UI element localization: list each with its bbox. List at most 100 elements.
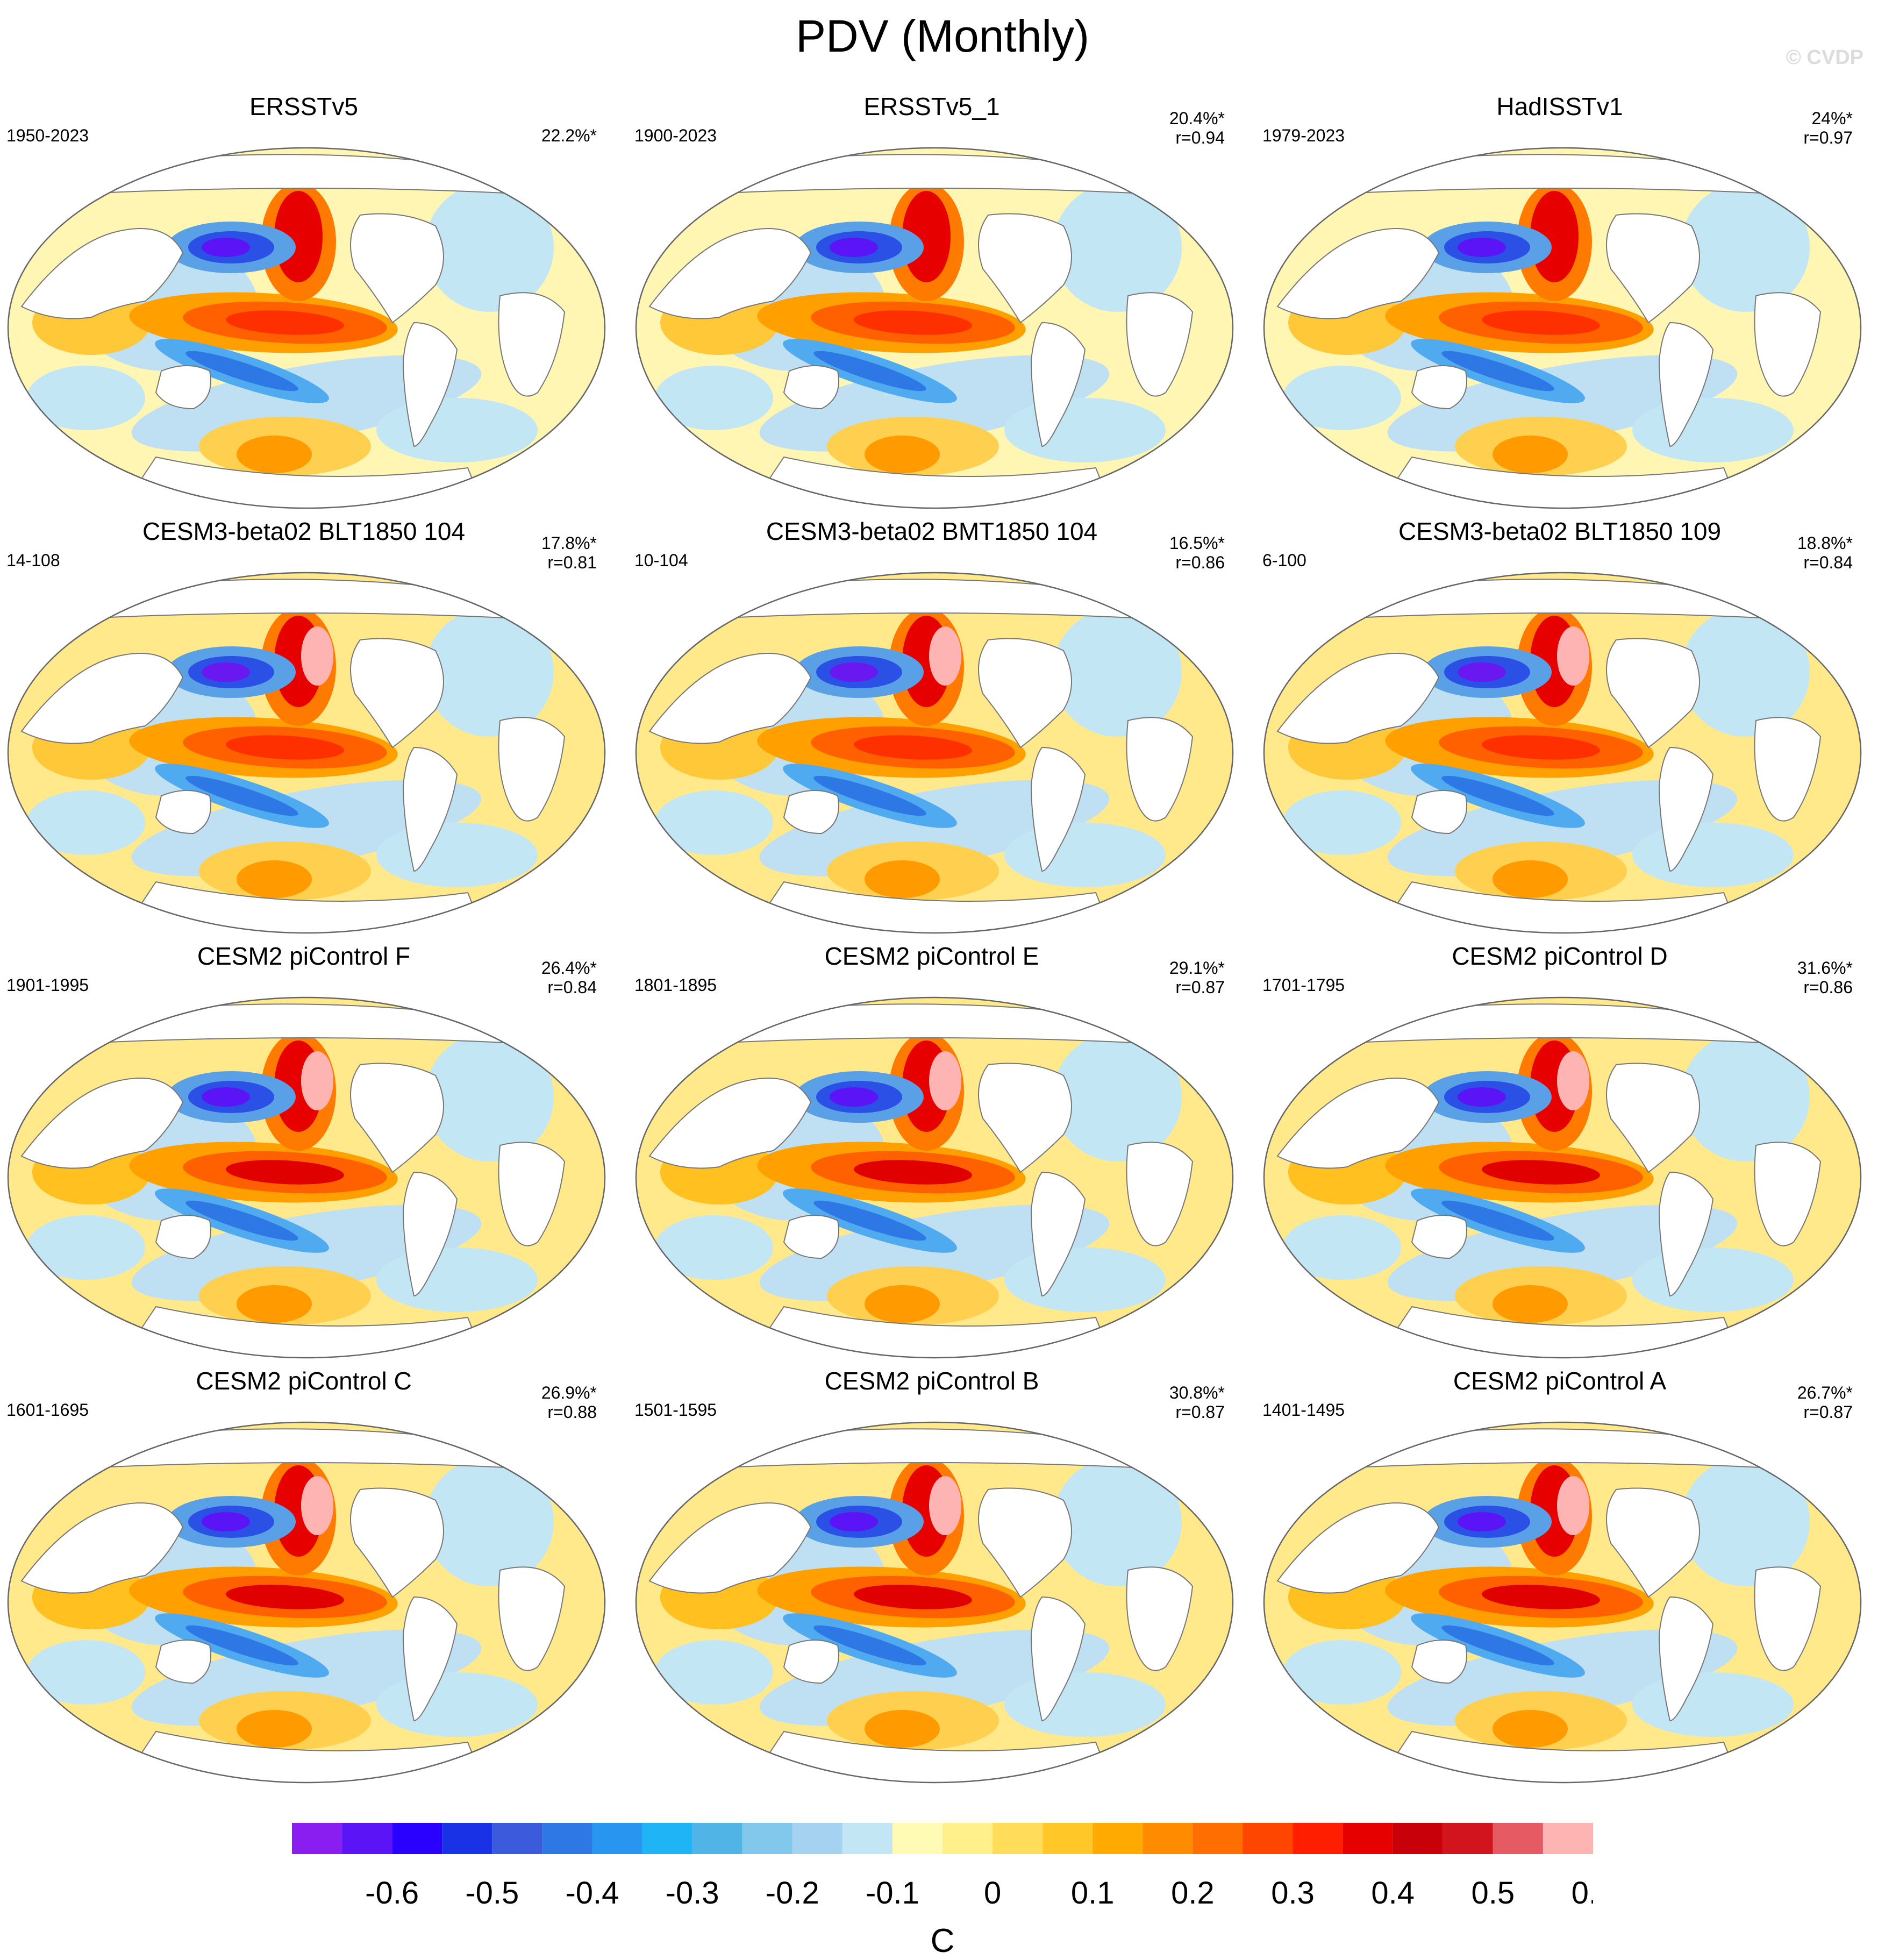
north-america-landmass	[978, 1487, 1072, 1598]
colorbar-swatch	[442, 1823, 492, 1854]
tropical-warm-max	[854, 1585, 972, 1609]
colorbar-tick-label: 0.3	[1271, 1876, 1315, 1911]
south-pacific-warm-core	[237, 1285, 312, 1323]
ne-pacific-warm-max	[301, 1051, 333, 1110]
ne-pacific-warm-max	[1557, 1051, 1589, 1110]
colorbar-swatch	[1043, 1823, 1093, 1854]
panel-title: CESM3-beta02 BLT1850 109	[1398, 517, 1722, 545]
colorbar-swatch	[492, 1823, 542, 1854]
panel-period: 1950-2023	[6, 126, 89, 145]
ne-pacific-warm-max	[929, 626, 961, 686]
colorbar-swatch	[592, 1823, 642, 1854]
north-atlantic-cool	[425, 608, 554, 737]
colorbar-swatch	[892, 1823, 943, 1854]
map-panel: ERSSTv5_1 1900-2023 20.4%* r=0.94	[628, 91, 1236, 516]
north-atlantic-cool	[1681, 1457, 1810, 1586]
colorbar-swatch	[993, 1823, 1043, 1854]
australia-landmass	[783, 365, 839, 410]
panel-title: ERSSTv5	[249, 92, 358, 120]
south-america-landmass	[402, 322, 458, 447]
tropical-warm-max	[854, 310, 972, 335]
south-pacific-cold-core	[1441, 1200, 1554, 1241]
north-pacific-cold-max	[1458, 1087, 1506, 1107]
ne-pacific-warm-max	[929, 1476, 961, 1535]
eurasia-landmass	[648, 228, 812, 319]
south-pacific-warm-core	[1493, 436, 1568, 473]
panel-variance-explained: 24%*	[1811, 109, 1853, 128]
south-pacific-cold-core	[813, 1625, 926, 1666]
map-outline	[1263, 1421, 1862, 1784]
tropical-warm-max	[1482, 735, 1600, 760]
map-panel: CESM2 piControl B 1501-1595 30.8%* r=0.87	[628, 1366, 1236, 1791]
eurasia-landmass	[648, 1078, 812, 1169]
africa-landmass	[498, 1142, 566, 1246]
north-atlantic-cool	[1053, 608, 1182, 737]
south-pacific-cold-core	[813, 351, 926, 391]
north-america-landmass	[978, 213, 1072, 324]
panel-variance-explained: 17.8%*	[541, 533, 597, 553]
south-pacific-cold-core	[1441, 1625, 1554, 1666]
south-america-landmass	[1658, 746, 1714, 872]
map-panel: CESM3-beta02 BLT1850 109 6-100 18.8%* r=0.8…	[1256, 516, 1863, 941]
map-panel: CESM2 piControl D 1701-1795 31.6%* r=0.86	[1256, 941, 1863, 1366]
panel-title: CESM3-beta02 BLT1850 104	[142, 517, 466, 545]
robinson-map	[7, 996, 606, 1359]
colorbar-tick-label: -0.6	[365, 1876, 419, 1911]
south-atlantic-cool	[376, 823, 538, 887]
south-america-landmass	[1658, 322, 1714, 447]
south-america-landmass	[1030, 1171, 1086, 1297]
panel-period: 1701-1795	[1262, 975, 1345, 995]
panel-pattern-correlation: r=0.84	[1803, 553, 1853, 572]
indian-ocean-cool	[655, 790, 773, 855]
colorbar-tick-label: -0.1	[866, 1876, 919, 1911]
sst-field	[636, 148, 1233, 508]
north-atlantic-cool	[1681, 183, 1810, 312]
panel-variance-explained: 16.5%*	[1169, 533, 1225, 553]
north-pacific-cold-max	[1458, 238, 1506, 257]
south-pacific-warm-core	[237, 860, 312, 898]
colorbar-swatch	[1193, 1823, 1243, 1854]
map-outline	[635, 1421, 1234, 1784]
australia-landmass	[1411, 1640, 1467, 1684]
ne-pacific-warm-max	[1557, 626, 1589, 686]
south-atlantic-cool	[376, 1672, 538, 1737]
map-outline	[635, 996, 1234, 1359]
colorbar-tick-label: -0.2	[766, 1876, 819, 1911]
indian-ocean-cool	[1283, 790, 1401, 855]
north-america-landmass	[350, 213, 444, 324]
colorbar-swatch	[1093, 1823, 1143, 1854]
north-atlantic-cool	[1053, 1032, 1182, 1161]
panel-pattern-correlation: r=0.87	[1175, 1402, 1225, 1422]
indian-ocean-cool	[27, 790, 145, 855]
map-panel: CESM2 piControl A 1401-1495 26.7%* r=0.87	[1256, 1366, 1863, 1791]
panel-period: 1501-1595	[634, 1400, 717, 1420]
colorbar-tick-label: -0.5	[465, 1876, 519, 1911]
south-atlantic-cool	[1004, 823, 1166, 887]
africa-landmass	[1126, 1142, 1194, 1246]
panel-pattern-correlation: r=0.87	[1175, 978, 1225, 997]
south-pacific-warm-core	[1493, 1710, 1568, 1748]
eurasia-landmass	[20, 653, 184, 744]
south-pacific-cold-core	[813, 775, 926, 816]
south-pacific-cold-core	[185, 1625, 298, 1666]
north-pacific-cold-max	[830, 662, 878, 682]
colorbar-tick-label: 0.4	[1371, 1876, 1415, 1911]
panel-period: 1801-1895	[634, 975, 717, 995]
map-outline	[635, 572, 1234, 934]
indian-ocean-cool	[1283, 1215, 1401, 1280]
colorbar-swatch	[1293, 1823, 1343, 1854]
colorbar-swatch	[1493, 1823, 1543, 1854]
sst-field	[636, 1422, 1233, 1783]
robinson-map	[635, 996, 1234, 1359]
north-atlantic-cool	[1681, 1032, 1810, 1161]
colorbar-swatch	[1543, 1823, 1593, 1854]
south-america-landmass	[402, 1171, 458, 1297]
australia-landmass	[1411, 1215, 1467, 1259]
north-atlantic-cool	[1681, 608, 1810, 737]
panel-variance-explained: 30.8%*	[1169, 1383, 1225, 1402]
south-pacific-cold-core	[813, 1200, 926, 1241]
colorbar-swatch	[342, 1823, 392, 1854]
south-pacific-warm-core	[1493, 860, 1568, 898]
indian-ocean-cool	[27, 1215, 145, 1280]
colorbar-swatch	[1343, 1823, 1393, 1854]
